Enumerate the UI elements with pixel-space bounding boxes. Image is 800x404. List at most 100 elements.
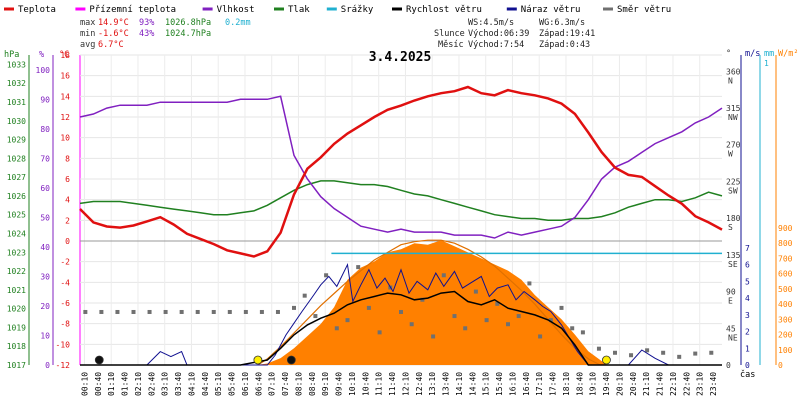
- humidity-tick-label: 0: [45, 361, 50, 370]
- radiation-tick-label: 200: [778, 331, 793, 340]
- wind-direction-point: [179, 309, 184, 314]
- wind-axis-label: m/s: [745, 49, 760, 59]
- pressure-line: [79, 180, 723, 222]
- wind-gust-line: [80, 263, 722, 366]
- temperature-line: [79, 85, 723, 258]
- wind-direction-point: [211, 309, 216, 314]
- x-tick-label: 00:10: [80, 372, 89, 396]
- pressure-tick-label: 1032: [7, 79, 26, 88]
- x-tick-label: 05:10: [214, 372, 223, 396]
- x-tick-label: 00:40: [94, 372, 103, 396]
- wind-direction-point: [463, 326, 468, 331]
- wind-direction-point: [596, 346, 601, 351]
- x-tick-label: 14:10: [455, 372, 464, 396]
- wind-direction-point: [99, 309, 104, 314]
- wind-direction-point: [548, 318, 553, 323]
- pressure-tick-label: 1029: [7, 136, 26, 145]
- wind-direction-point: [677, 354, 682, 359]
- radiation-tick-label: 900: [778, 224, 793, 233]
- direction-cardinal-label: N: [728, 76, 733, 85]
- wind-direction-point: [377, 330, 382, 335]
- wind-direction-point: [243, 309, 248, 314]
- wind-direction-point: [613, 350, 617, 355]
- wind-tick-label: 0: [745, 361, 750, 370]
- wind-direction-point: [431, 334, 436, 339]
- wind-direction-point: [115, 309, 120, 314]
- direction-cardinal-label: SE: [728, 260, 738, 269]
- info-ws: WS:4.5m/s: [468, 18, 514, 28]
- temperature-tick-label: 14: [60, 92, 70, 101]
- direction-tick-label: 135: [726, 251, 741, 260]
- wind-tick-label: 7: [745, 244, 750, 253]
- x-tick-label: 16:10: [508, 372, 517, 396]
- wind-direction-point: [570, 326, 575, 331]
- wind-direction-point: [559, 305, 564, 310]
- legend-label: Přízemní teplota: [89, 5, 176, 15]
- direction-cardinal-label: NE: [728, 333, 738, 342]
- moonset-marker: [94, 355, 104, 365]
- wind-direction-point: [538, 334, 543, 339]
- rain-tick-label: 1: [764, 59, 769, 68]
- x-tick-label: 13:10: [428, 372, 437, 396]
- wind-direction-point: [645, 348, 650, 353]
- temperature-axis-label: °C: [59, 50, 69, 60]
- humidity-tick-label: 20: [40, 302, 50, 311]
- legend-label: Tlak: [288, 5, 310, 15]
- direction-tick-label: 0: [726, 361, 731, 370]
- x-tick-label: 17:10: [535, 372, 544, 396]
- x-tick-label: 05:40: [228, 372, 237, 396]
- wind-direction-point: [292, 305, 296, 310]
- wind-speed-line: [80, 290, 722, 366]
- series-lines: [79, 85, 723, 366]
- pressure-tick-label: 1023: [7, 248, 26, 257]
- wind-direction-point: [484, 318, 489, 323]
- stat-avg-temp: 6.7°C: [98, 40, 124, 50]
- temperature-tick-label: 18: [60, 51, 70, 60]
- x-tick-label: 20:40: [629, 372, 638, 396]
- info-wg: WG:6.3m/s: [539, 18, 585, 28]
- wind-direction-point: [473, 289, 478, 294]
- x-tick-label: 21:10: [642, 372, 651, 396]
- x-tick-label: 10:40: [361, 372, 370, 396]
- x-tick-label: 01:10: [107, 372, 116, 396]
- wind-direction-point: [131, 309, 136, 314]
- stat-min-temp: -1.6°C: [98, 29, 129, 39]
- direction-tick-label: 180: [726, 214, 741, 223]
- pressure-tick-label: 1024: [7, 229, 26, 238]
- humidity-tick-label: 30: [40, 272, 50, 281]
- x-tick-label: 11:10: [375, 372, 384, 396]
- axes: hPa% °C1033103210311030102910281027102610…: [4, 49, 798, 396]
- wind-tick-label: 6: [745, 261, 750, 270]
- humidity-tick-label: 100: [36, 66, 51, 75]
- x-tick-label: 17:40: [549, 372, 558, 396]
- wind-direction-point: [693, 351, 698, 356]
- x-tick-label: 23:40: [709, 372, 718, 396]
- x-tick-label: 06:40: [254, 372, 263, 396]
- humidity-tick-label: 80: [40, 125, 50, 134]
- x-tick-label: 15:40: [495, 372, 504, 396]
- radiation-tick-label: 700: [778, 254, 793, 263]
- pressure-tick-label: 1017: [7, 361, 26, 370]
- stat-max-press: 1026.8hPa: [165, 18, 211, 28]
- chart-title: 3.4.2025: [369, 50, 432, 65]
- x-tick-label: 10:10: [348, 372, 357, 396]
- x-tick-label: 03:10: [161, 372, 170, 396]
- moonrise-marker: [286, 355, 296, 365]
- humidity-tick-label: 70: [40, 154, 50, 163]
- x-tick-label: 07:10: [268, 372, 277, 396]
- pressure-tick-label: 1018: [7, 342, 26, 351]
- temperature-tick-label: 2: [65, 216, 70, 225]
- rain-axis-label: mm: [764, 49, 774, 59]
- pressure-tick-label: 1030: [7, 117, 26, 126]
- direction-cardinal-label: SW: [728, 186, 738, 195]
- legend-label: Teplota: [18, 5, 56, 15]
- wind-direction-point: [629, 353, 634, 358]
- x-tick-label: 03:40: [174, 372, 183, 396]
- stat-max-rain: 0.2mm: [225, 18, 251, 28]
- sunset-marker: [602, 355, 611, 365]
- direction-cardinal-label: S: [728, 223, 733, 232]
- wind-direction-point: [275, 309, 280, 314]
- x-tick-label: 18:40: [575, 372, 584, 396]
- wind-direction-point: [452, 314, 457, 319]
